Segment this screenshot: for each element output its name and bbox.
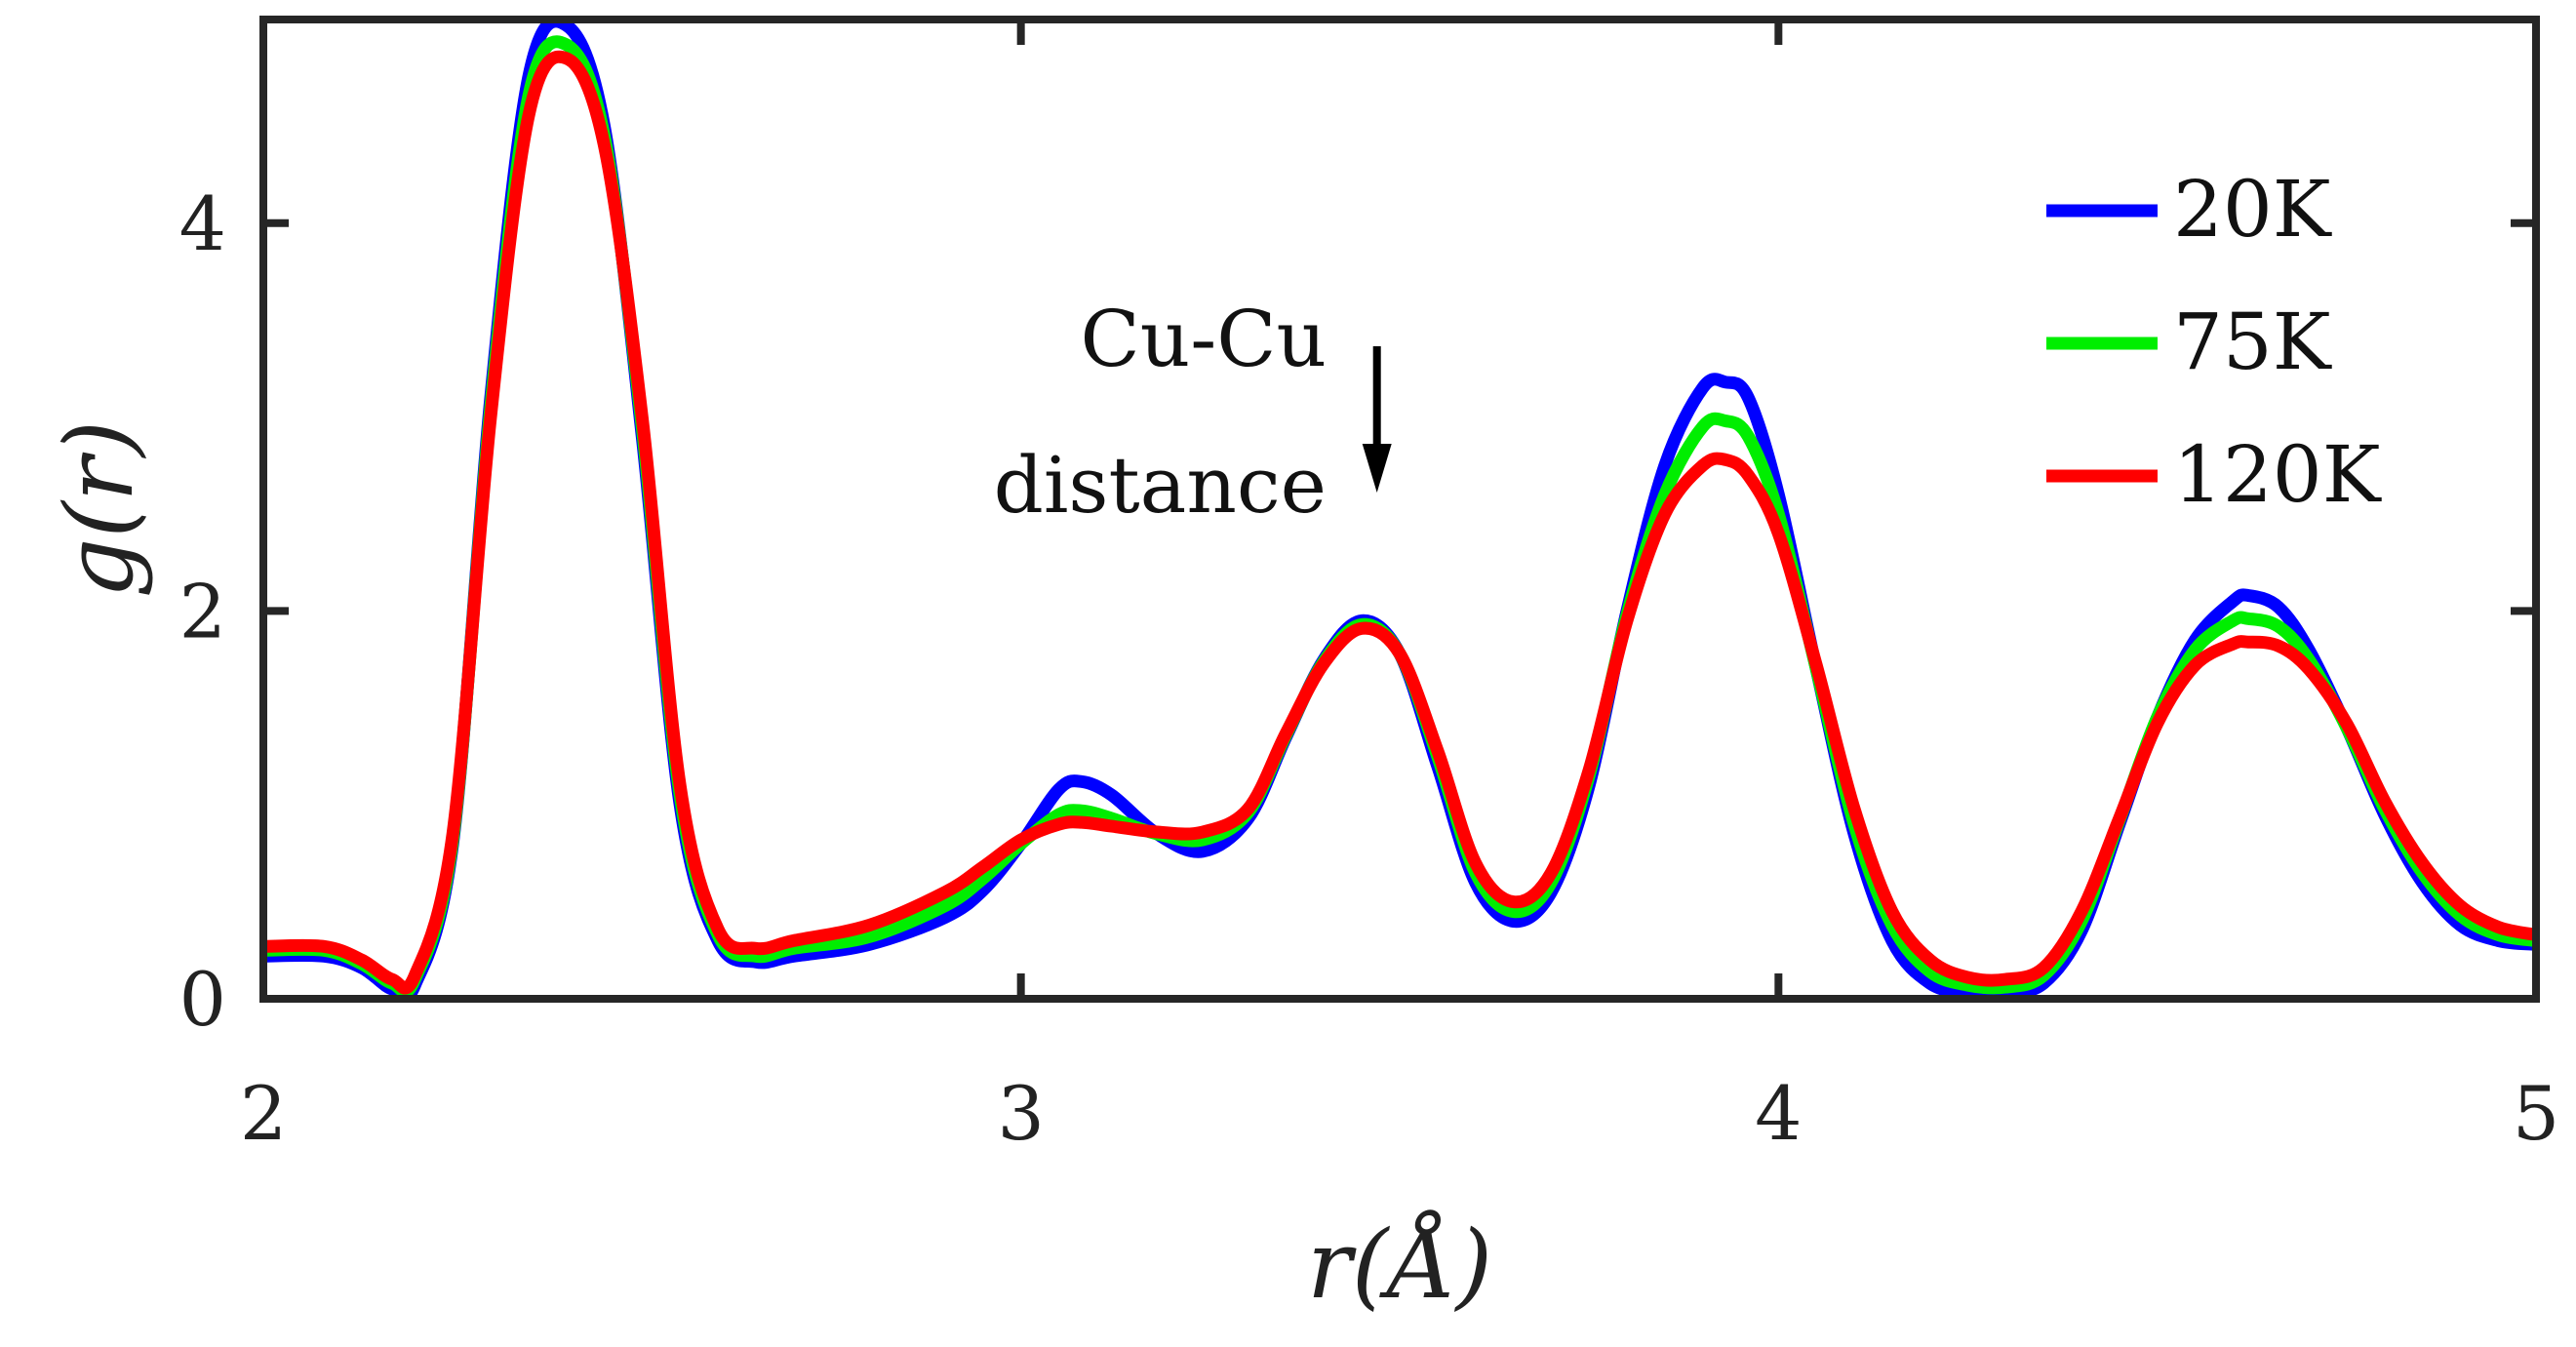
y-tick-label-4: 4 [179, 180, 226, 267]
legend-label-120k: 120K [2173, 429, 2382, 520]
annotation-line-2: distance [994, 440, 1327, 531]
y-axis-title: g(r) [45, 420, 154, 598]
series-layer [263, 20, 2536, 999]
annotation-arrow-head [1362, 444, 1392, 493]
x-tick-label-5: 5 [2513, 1070, 2559, 1157]
annotation-line-1: Cu-Cu [1081, 294, 1328, 384]
legend-label-20k: 20K [2173, 164, 2332, 255]
x-tick-label-4: 4 [1755, 1070, 1802, 1157]
x-tick-label-2: 2 [240, 1070, 287, 1157]
y-tick-label-0: 0 [179, 956, 226, 1043]
annotation: Cu-Cu distance [994, 294, 1392, 531]
legend-label-75k: 75K [2173, 297, 2332, 387]
x-axis-title: r(Å) [1307, 1210, 1492, 1320]
legend: 20K 75K 120K [2046, 164, 2382, 520]
y-tick-label-2: 2 [179, 568, 226, 654]
x-tick-label-3: 3 [997, 1070, 1044, 1157]
plot-frame [259, 16, 2540, 1003]
series-line-120k [263, 50, 2536, 995]
